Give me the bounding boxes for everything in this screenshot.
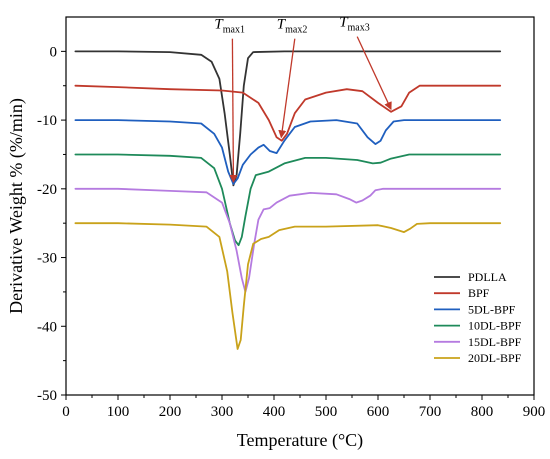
series-line-5dl-bpf xyxy=(74,119,502,185)
x-tick-label: 0 xyxy=(62,404,70,420)
legend-label-pdlla: PDLLA xyxy=(468,270,507,284)
x-tick-label: 400 xyxy=(263,404,286,420)
y-tick-label: -30 xyxy=(37,251,57,267)
legend-label-10dl-bpf: 10DL-BPF xyxy=(468,319,522,333)
y-axis-title: Derivative Weight % (%/min) xyxy=(6,98,27,314)
annotation-label-max1: Tmax1 xyxy=(214,17,245,36)
x-tick-label: 100 xyxy=(107,404,130,420)
y-tick-label: -50 xyxy=(37,388,57,404)
x-tick-label: 300 xyxy=(211,404,234,420)
series-line-15dl-bpf xyxy=(74,187,502,293)
annotation-arrow-max2 xyxy=(278,38,296,139)
plot-area-frame xyxy=(65,16,535,396)
annotation-arrow-max1 xyxy=(229,38,238,184)
series-line-10dl-bpf xyxy=(74,153,502,247)
y-tick-label: -10 xyxy=(37,113,57,129)
y-tick-label: -20 xyxy=(37,182,57,198)
annotation-subscript: max1 xyxy=(223,25,245,36)
x-tick-label: 900 xyxy=(523,404,546,420)
legend-label-5dl-bpf: 5DL-BPF xyxy=(468,302,516,316)
annotation-subscript: max2 xyxy=(285,25,307,36)
annotation-subscript: max3 xyxy=(348,23,370,34)
series-line-bpf xyxy=(74,84,502,142)
legend-label-15dl-bpf: 15DL-BPF xyxy=(468,335,522,349)
annotation-label-max2: Tmax2 xyxy=(277,17,308,36)
x-tick-label: 800 xyxy=(471,404,494,420)
x-tick-label: 500 xyxy=(315,404,338,420)
annotation-arrow-max3 xyxy=(356,36,392,111)
legend-label-20dl-bpf: 20DL-BPF xyxy=(468,351,522,365)
y-tick-label: -40 xyxy=(37,319,57,335)
series-line-20dl-bpf xyxy=(74,222,502,350)
x-axis-title: Temperature (°C) xyxy=(237,430,363,451)
x-tick-label: 600 xyxy=(367,404,390,420)
y-tick-label: 0 xyxy=(50,44,58,60)
x-tick-label: 200 xyxy=(159,404,182,420)
x-tick-label: 700 xyxy=(419,404,442,420)
legend-label-bpf: BPF xyxy=(468,286,490,300)
series-line-pdlla xyxy=(74,50,502,187)
